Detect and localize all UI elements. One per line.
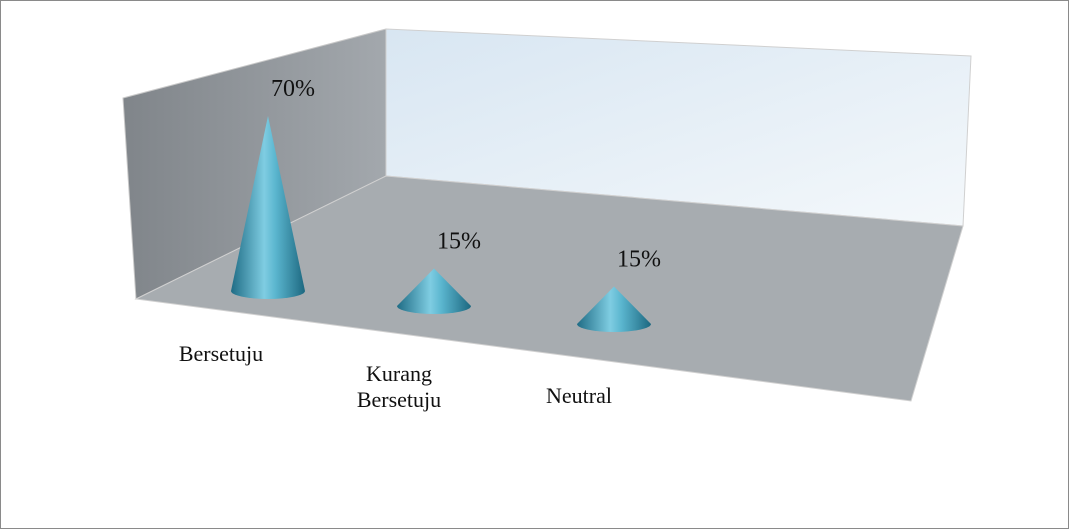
category-label: Neutral: [546, 383, 612, 408]
cone: [397, 268, 471, 314]
category-label: Kurang Bersetuju: [356, 361, 442, 412]
category-label: Bersetuju: [178, 341, 264, 366]
data-label: 15%: [617, 247, 661, 273]
cone: [231, 116, 305, 299]
data-label: 15%: [437, 229, 481, 255]
cone: [577, 286, 651, 332]
floor: [134, 175, 964, 402]
data-label: 70%: [271, 76, 315, 102]
